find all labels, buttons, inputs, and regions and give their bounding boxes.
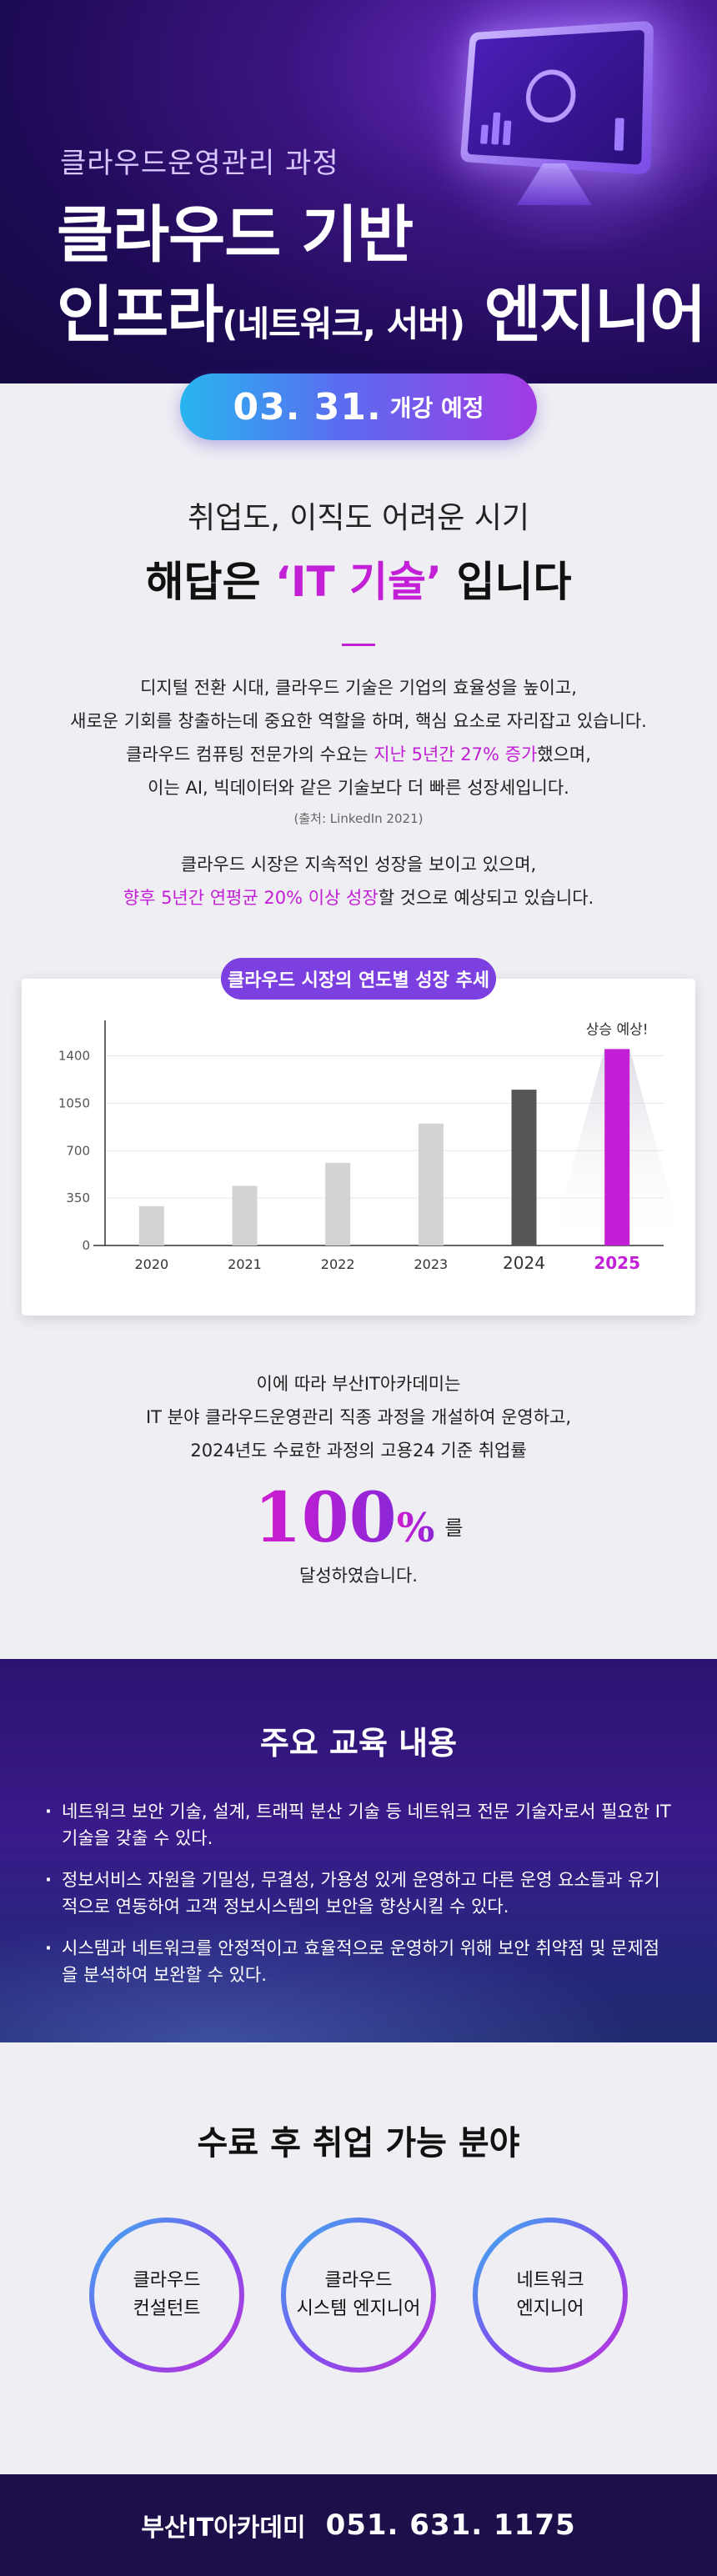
academy-name: 부산IT아카데미 <box>141 2507 305 2543</box>
jobs-title: 수료 후 취업 가능 분야 <box>0 2116 717 2164</box>
intro-question: 취업도, 이직도 어려운 시기 <box>0 494 717 537</box>
chart-bar <box>419 1124 444 1245</box>
x-tick-label: 2023 <box>414 1256 448 1272</box>
y-tick-label: 700 <box>66 1143 90 1158</box>
employment-rate: 100% 를 <box>0 1482 717 1554</box>
list-item: 네트워크 보안 기술, 설계, 트래픽 분산 기술 등 네트워크 전문 기술자로… <box>43 1798 674 1852</box>
chart-bar <box>233 1186 258 1246</box>
education-title: 주요 교육 내용 <box>0 1659 717 1763</box>
y-tick-label: 350 <box>66 1190 90 1205</box>
result-line-1: 이에 따라 부산IT아카데미는 <box>0 1367 717 1401</box>
jobs-section: 수료 후 취업 가능 분야 클라우드 컨설턴트 클라우드 시스템 엔지니어 네트워크… <box>0 2042 717 2474</box>
source-note: (출처: LinkedIn 2021) <box>0 808 717 829</box>
intro-answer: 해답은 ‘IT 기술’ 입니다 <box>0 549 717 609</box>
x-tick-label: 2021 <box>228 1256 262 1272</box>
course-title-line1: 클라우드 기반 <box>57 185 413 274</box>
intro-section: 취업도, 이직도 어려운 시기 해답은 ‘IT 기술’ 입니다 디지털 전환 시… <box>0 383 717 915</box>
x-tick-label: 2020 <box>134 1256 168 1272</box>
x-tick-label: 2025 <box>594 1253 640 1273</box>
x-tick-label: 2024 <box>503 1253 545 1273</box>
course-subtitle: 클라우드운영관리 과정 <box>60 140 339 181</box>
market-growth-chart: 0 350 700 1050 1400 2020 2021 2022 2023 2024 2025 상… <box>22 979 695 1316</box>
chart-canvas: 0 350 700 1050 1400 2020 2021 2022 2023 2024 2025 상… <box>22 979 695 1316</box>
hero-banner: 클라우드운영관리 과정 클라우드 기반 인프라(네트워크, 서버) 엔지니어 <box>0 0 717 383</box>
chart-bar <box>139 1206 164 1245</box>
result-section: 이에 따라 부산IT아카데미는 IT 분야 클라우드운영관리 직종 과정을 개설… <box>0 1316 717 1659</box>
chart-title: 클라우드 시장의 연도별 성장 추세 <box>221 958 496 1000</box>
start-date-badge: 03. 31. 개강 예정 <box>180 373 537 440</box>
intro-paragraph-1: 디지털 전환 시대, 클라우드 기술은 기업의 효율성을 높이고, 새로운 기회… <box>0 671 717 804</box>
job-field-list: 클라우드 컨설턴트 클라우드 시스템 엔지니어 네트워크 엔지니어 <box>0 2218 717 2373</box>
footer-contact: 부산IT아카데미 051. 631. 1175 <box>0 2474 717 2576</box>
course-title-line2: 인프라(네트워크, 서버) 엔지니어 <box>57 265 704 354</box>
education-section: 주요 교육 내용 네트워크 보안 기술, 설계, 트래픽 분산 기술 등 네트워… <box>0 1659 717 2042</box>
y-tick-label: 1050 <box>58 1095 90 1110</box>
phone-number[interactable]: 051. 631. 1175 <box>326 2508 576 2542</box>
job-field-circle: 클라우드 컨설턴트 <box>89 2218 244 2373</box>
chart-annotation: 상승 예상! <box>586 1021 649 1038</box>
job-field-circle: 클라우드 시스템 엔지니어 <box>281 2218 436 2373</box>
chart-bar <box>325 1163 350 1245</box>
start-date-label: 개강 예정 <box>390 390 484 423</box>
result-line-2: IT 분야 클라우드운영관리 직종 과정을 개설하여 운영하고, <box>0 1401 717 1434</box>
list-item: 정보서비스 자원을 기밀성, 무결성, 가용성 있게 운영하고 다른 운영 요소… <box>43 1867 674 1920</box>
chart-bar <box>512 1090 537 1245</box>
list-item: 시스템과 네트워크를 안정적이고 효율적으로 운영하기 위해 보안 취약점 및 … <box>43 1935 674 1988</box>
start-date: 03. 31. <box>233 386 381 428</box>
intro-paragraph-2: 클라우드 시장은 지속적인 성장을 보이고 있으며, 향후 5년간 연평균 20… <box>0 848 717 915</box>
result-line-4: 달성하였습니다. <box>0 1559 717 1592</box>
result-line-3: 2024년도 수료한 과정의 고용24 기준 취업률 <box>0 1434 717 1467</box>
y-tick-label: 1400 <box>58 1049 90 1064</box>
section-divider <box>342 644 375 646</box>
cloud-monitor-illustration <box>460 21 654 175</box>
x-tick-label: 2022 <box>321 1256 355 1272</box>
y-tick-label: 0 <box>82 1238 90 1253</box>
cloud-ring-icon <box>524 69 577 123</box>
chart-bar <box>604 1049 629 1245</box>
job-field-circle: 네트워크 엔지니어 <box>473 2218 628 2373</box>
education-list: 네트워크 보안 기술, 설계, 트래픽 분산 기술 등 네트워크 전문 기술자로… <box>43 1798 674 1988</box>
